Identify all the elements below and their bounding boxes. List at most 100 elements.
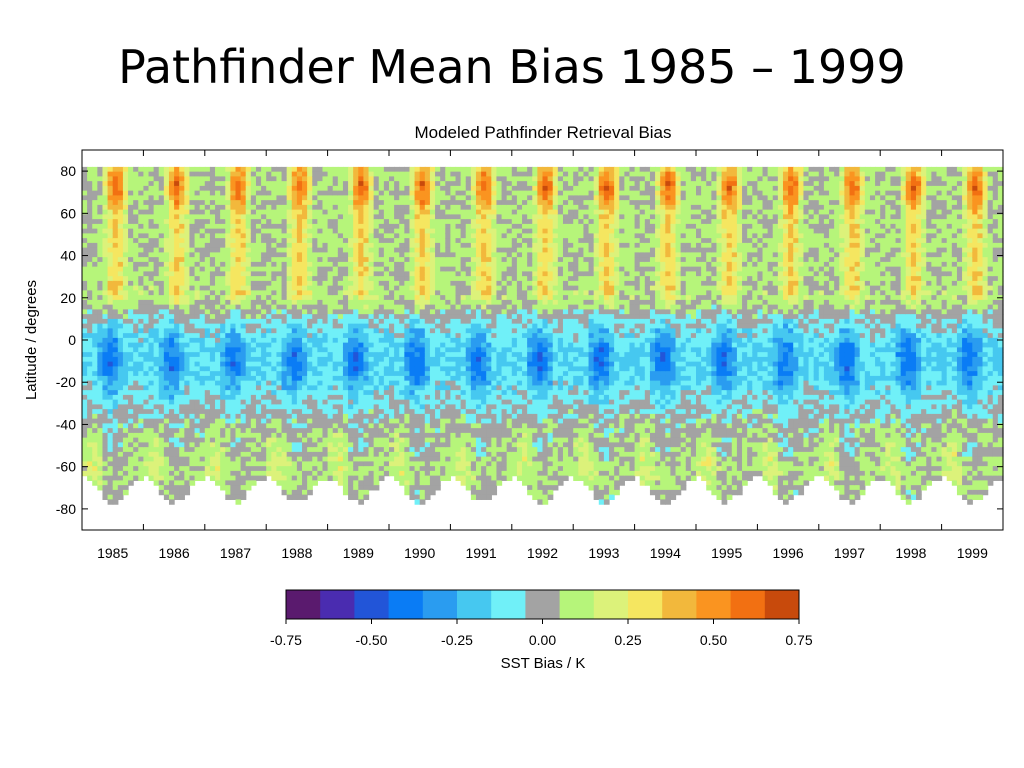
heatmap-cell [143,166,150,173]
heatmap-cell [373,428,380,434]
heatmap-cell [163,185,170,192]
heatmap-cell [122,299,129,306]
heatmap-cell [245,299,252,306]
heatmap-cell [348,309,354,315]
heatmap-cell [419,171,426,177]
heatmap-cell [225,456,231,462]
heatmap-cell [87,309,93,315]
heatmap-cell [184,318,191,325]
heatmap-cell [322,361,329,367]
heatmap-cell [143,219,150,225]
heatmap-cell [92,375,98,382]
heatmap-cell [163,466,170,472]
heatmap-cell [122,276,129,282]
heatmap-cell [97,418,104,424]
heatmap-cell [204,470,211,477]
heatmap-cell [255,280,262,287]
heatmap-cell [348,418,354,424]
heatmap-cell [168,195,175,201]
heatmap-cell [158,309,165,315]
heatmap-cell [363,361,370,367]
heatmap-cell [409,361,416,367]
heatmap-cell [255,447,262,453]
heatmap-cell [286,314,293,320]
heatmap-cell [235,271,242,277]
heatmap-cell [184,390,191,396]
heatmap-cell [440,361,446,367]
heatmap-cell [342,409,349,415]
heatmap-cell [250,295,257,301]
heatmap-cell [322,461,329,467]
heatmap-cell [97,252,104,258]
heatmap-cell [404,233,411,239]
heatmap-cell [209,219,216,225]
heatmap-cell [337,252,344,258]
heatmap-cell [409,347,416,353]
heatmap-cell [220,394,226,401]
heatmap-cell [184,337,191,344]
heatmap-cell [383,451,390,458]
heatmap-cell [235,423,242,429]
heatmap-cell [404,166,411,173]
heatmap-cell [138,447,144,453]
heatmap-cell [358,247,365,253]
heatmap-cell [332,195,339,201]
heatmap-cell [189,252,196,258]
heatmap-cell [240,394,247,401]
heatmap-cell [225,171,231,177]
heatmap-cell [92,356,98,363]
heatmap-cell [307,432,313,439]
heatmap-cell [143,171,150,177]
heatmap-cell [143,318,150,325]
heatmap-cell [112,185,119,192]
heatmap-cell [399,466,405,472]
heatmap-cell [87,342,93,348]
heatmap-cell [281,347,288,353]
heatmap-cell [312,366,318,372]
heatmap-cell [240,480,247,486]
heatmap-cell [179,356,185,363]
heatmap-cell [92,337,98,344]
heatmap-cell [225,347,231,353]
heatmap-cell [112,337,119,344]
heatmap-cell [302,233,308,239]
heatmap-cell [92,242,98,249]
heatmap-cell [209,271,216,277]
heatmap-cell [373,228,380,234]
heatmap-cell [286,399,293,405]
heatmap-cell [424,385,431,391]
heatmap-cell [266,228,272,234]
heatmap-cell [168,418,175,424]
heatmap-cell [291,489,298,496]
heatmap-cell [204,447,211,453]
heatmap-cell [404,394,411,401]
heatmap-cell [353,423,359,429]
heatmap-cell [312,394,318,401]
heatmap-cell [128,475,134,481]
heatmap-cell [281,385,288,391]
heatmap-cell [414,342,421,348]
heatmap-cell [255,299,262,306]
heatmap-cell [409,290,416,296]
heatmap-cell [143,380,150,386]
heatmap-cell [424,181,431,187]
heatmap-cell [240,342,247,348]
heatmap-cell [153,238,160,244]
heatmap-cell [199,247,206,253]
heatmap-cell [322,252,329,258]
heatmap-cell [312,285,318,291]
heatmap-cell [163,219,170,225]
heatmap-cell [435,385,441,391]
heatmap-cell [353,451,359,458]
heatmap-cell [424,375,431,382]
heatmap-cell [281,418,288,424]
heatmap-cell [220,323,226,329]
heatmap-cell [189,257,196,263]
heatmap-cell [230,190,237,196]
heatmap-cell [235,475,242,481]
heatmap-cell [179,285,185,291]
heatmap-cell [163,470,170,477]
heatmap-cell [225,328,231,334]
heatmap-cell [133,333,139,339]
heatmap-cell [112,399,119,405]
